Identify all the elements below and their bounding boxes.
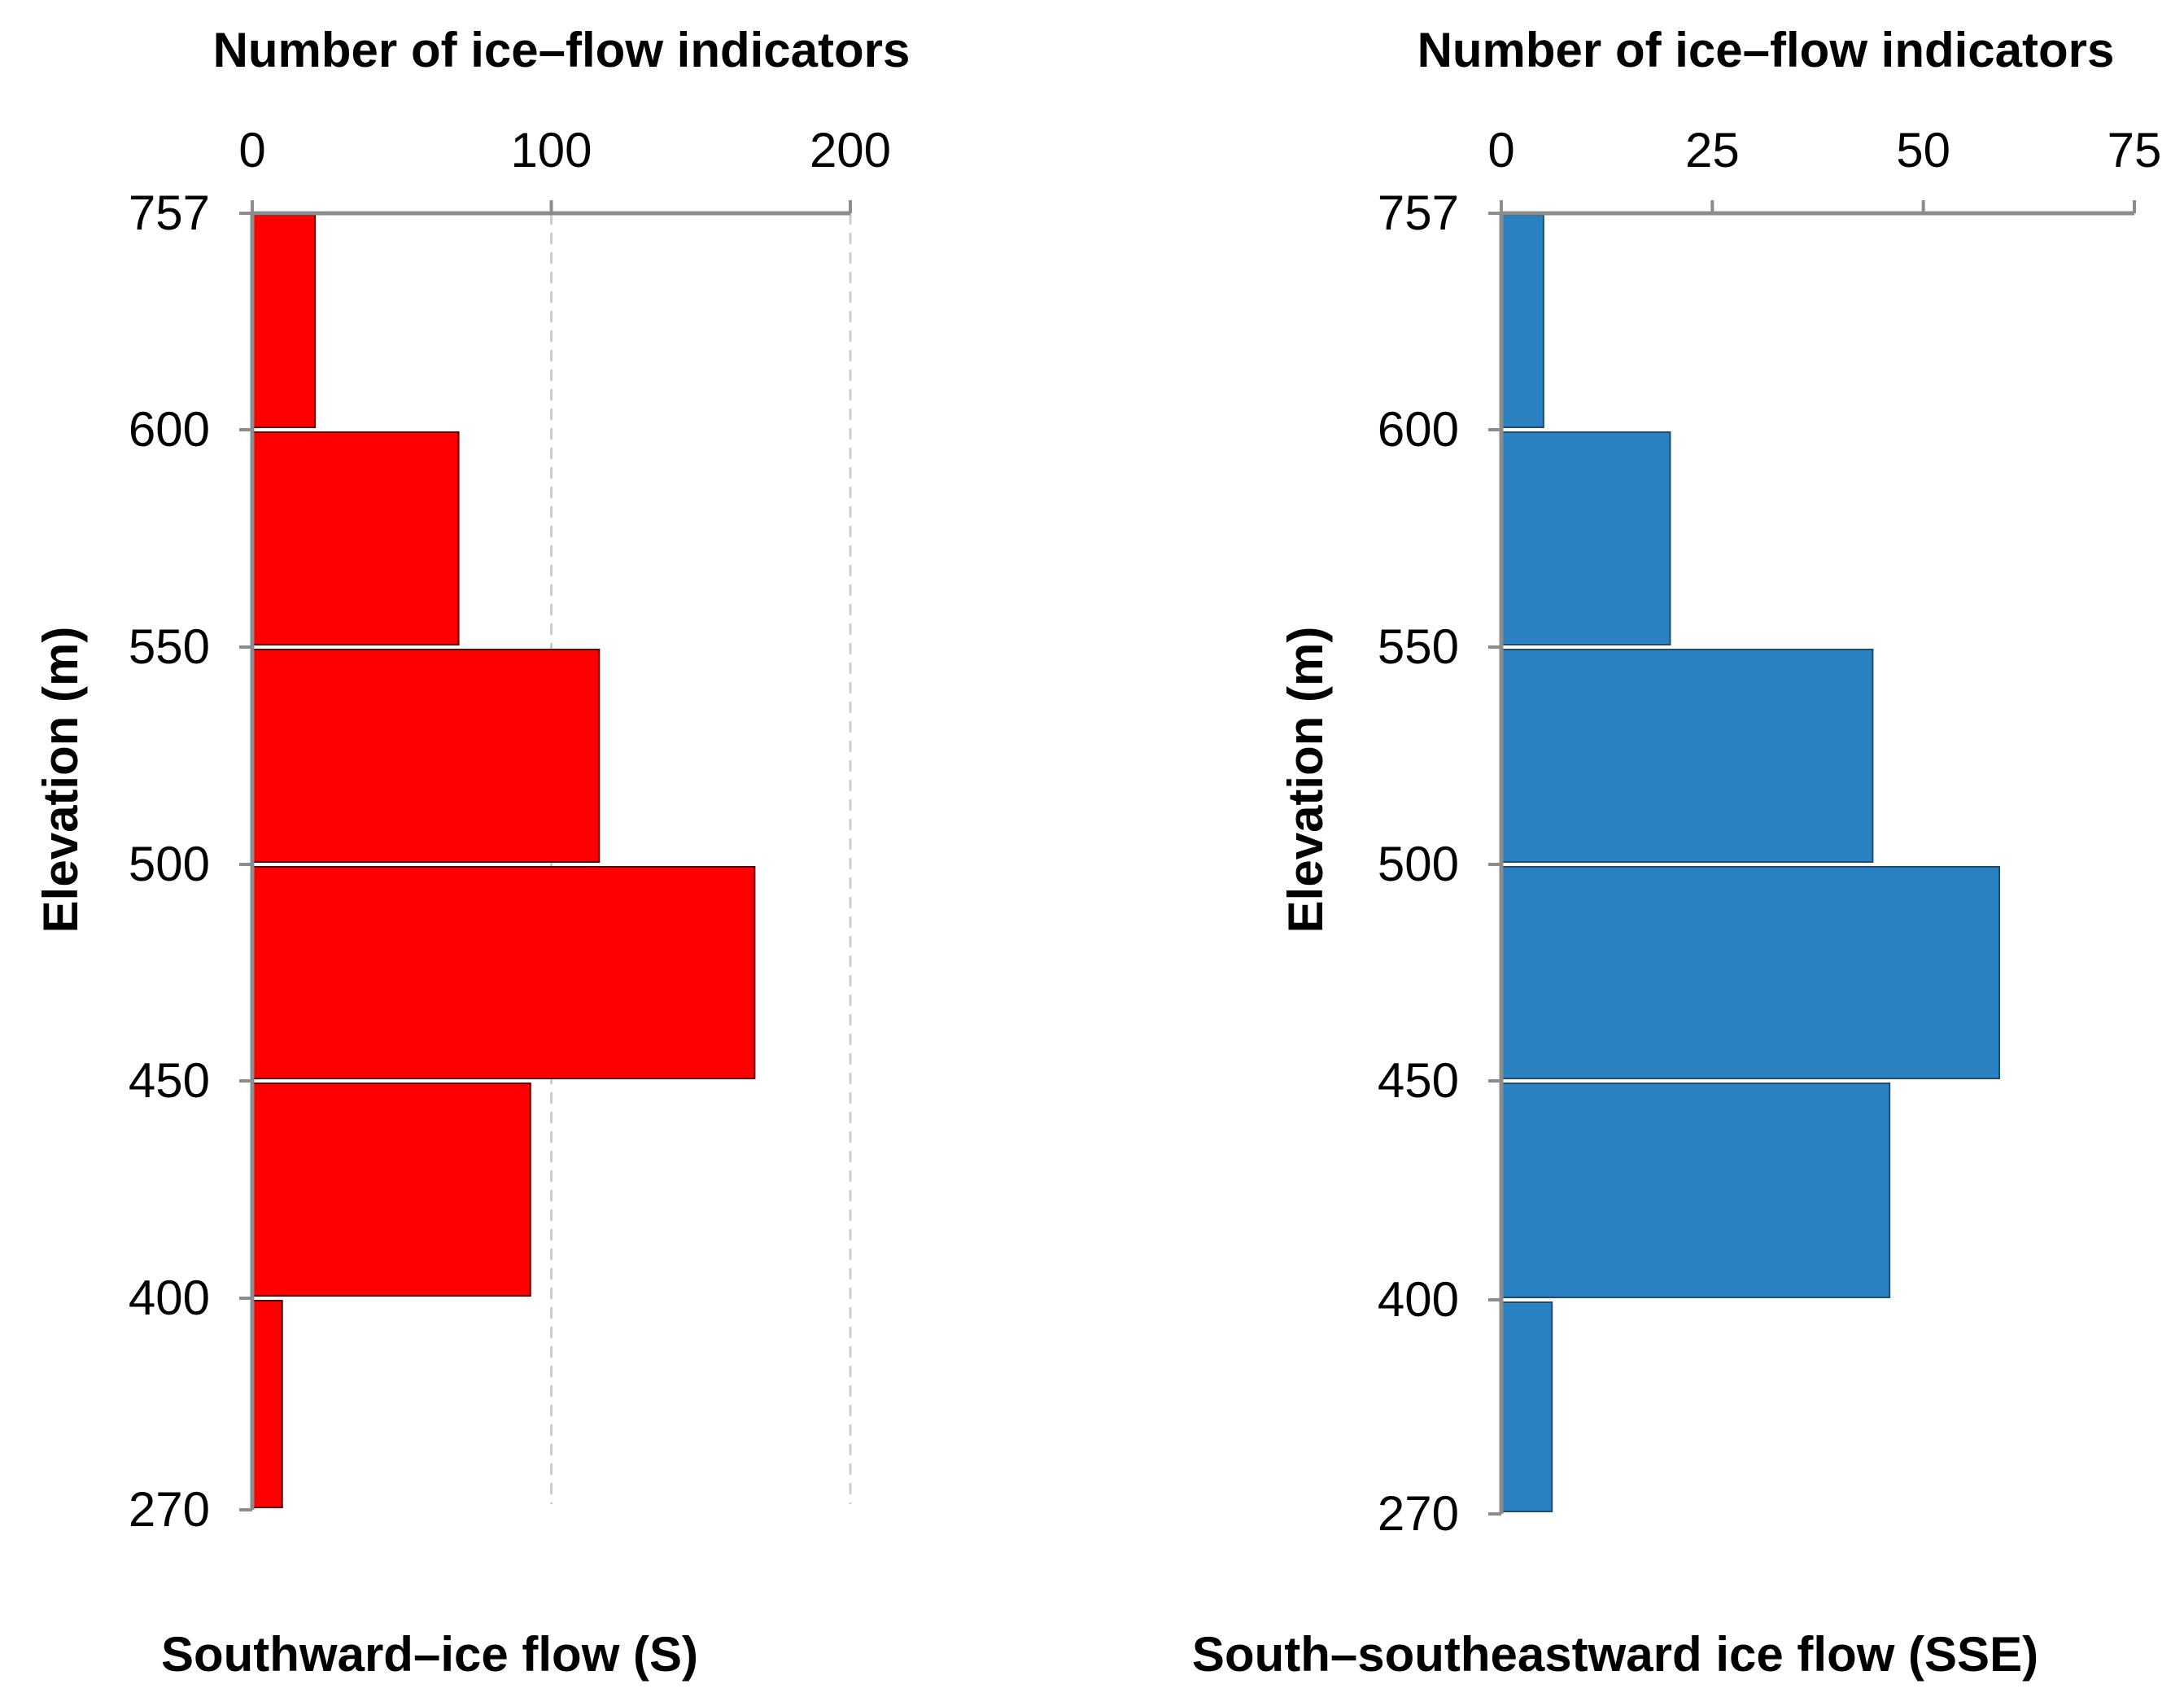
bar [1500,1301,1553,1512]
y-tick-label: 550 [129,619,210,674]
bar [1500,1083,1891,1298]
x-tick-label: 50 [1896,123,1950,177]
chart-southward: Number of ice–flow indicators Elevation … [33,23,910,1682]
chart-1-title: South–southeastward ice flow (SSE) [1192,1627,2038,1682]
y-tick-label: 450 [129,1053,210,1108]
x-tick-label: 0 [1487,123,1514,177]
chart-0-bars [251,214,756,1508]
x-tick-label: 100 [510,123,592,177]
chart-0-yticks: 757 600 550 500 450 400 270 [129,186,252,1537]
x-tick-label: 75 [2108,123,2162,177]
bar [251,1300,283,1508]
bar [251,866,756,1079]
chart-1-ylabel: Elevation (m) [1278,627,1333,934]
chart-1-axes [1499,211,2134,1514]
y-tick-label: 500 [1378,837,1459,891]
bar [251,1083,531,1297]
x-tick-label: 25 [1685,123,1740,177]
chart-0-xticks: 0 100 200 [238,123,891,213]
chart-south-southeastward: Number of ice–flow indicators Elevation … [1192,23,2161,1682]
y-tick-label: 450 [1378,1053,1459,1108]
chart-0-title: Southward–ice flow (S) [161,1627,698,1682]
y-tick-label: 600 [129,402,210,457]
x-tick-label: 200 [810,123,891,177]
y-tick-label: 600 [1378,402,1459,457]
y-tick-label: 757 [129,186,210,240]
y-tick-label: 270 [1378,1486,1459,1541]
x-tick-label: 0 [238,123,265,177]
bar [251,431,460,645]
chart-0-xlabel: Number of ice–flow indicators [213,23,911,77]
bar [1500,649,1874,863]
chart-1-yticks: 757 600 550 500 450 400 270 [1378,186,1501,1541]
bar [1500,866,2001,1079]
chart-0-ylabel: Elevation (m) [33,627,88,934]
bar [1500,214,1544,428]
y-tick-label: 400 [129,1271,210,1325]
bar [251,214,317,428]
y-tick-label: 400 [1378,1272,1459,1327]
y-tick-label: 500 [129,837,210,891]
y-tick-label: 270 [129,1482,210,1537]
chart-1-xticks: 0 25 50 75 [1487,123,2161,213]
chart-1-bars [1500,214,2001,1512]
bar [251,649,601,863]
y-tick-label: 550 [1378,619,1459,674]
chart-1-xlabel: Number of ice–flow indicators [1417,23,2115,77]
bar [1500,431,1671,645]
y-tick-label: 757 [1378,186,1459,240]
